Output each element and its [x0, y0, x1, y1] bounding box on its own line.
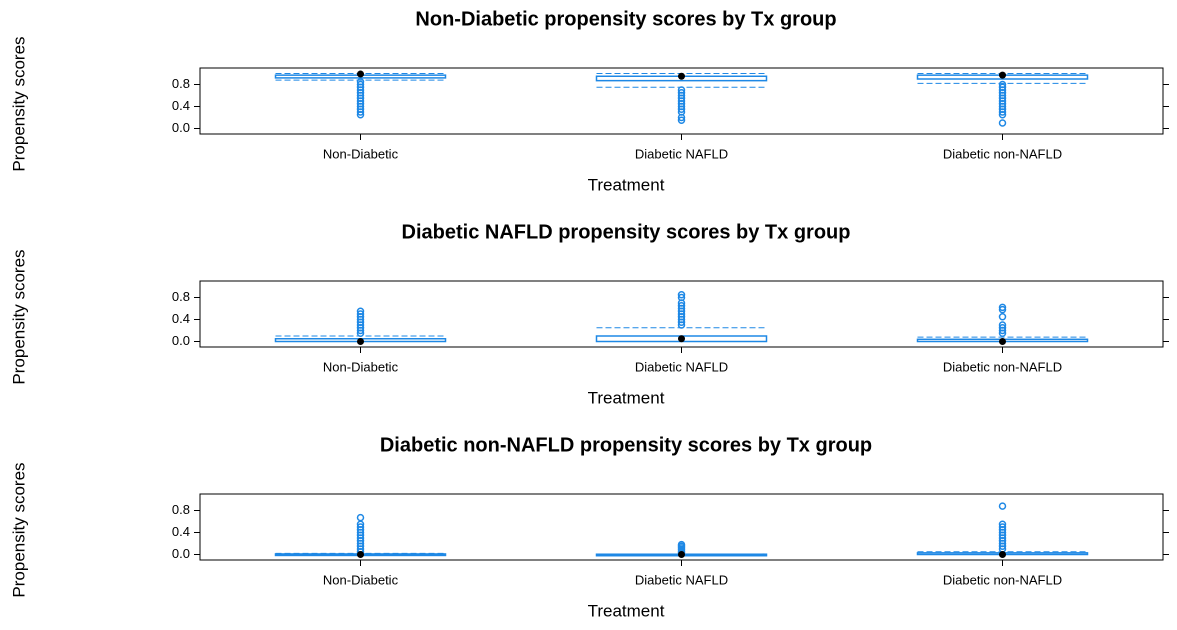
chart-title: Diabetic NAFLD propensity scores by Tx g… [402, 221, 851, 243]
y-axis-title: Propensity scores [9, 36, 28, 171]
outlier [356, 307, 365, 315]
x-tick-label: Non-Diabetic [323, 146, 399, 161]
x-axis-title: Treatment [588, 388, 665, 407]
outlier [998, 321, 1007, 329]
outlier [356, 78, 365, 86]
chart-title: Non-Diabetic propensity scores by Tx gro… [415, 8, 836, 30]
y-axis-title: Propensity scores [9, 462, 28, 597]
outlier [677, 540, 686, 549]
x-tick-label: Diabetic NAFLD [635, 572, 728, 587]
outlier [998, 520, 1007, 528]
x-tick-label: Diabetic NAFLD [635, 359, 728, 374]
outlier [356, 513, 365, 522]
y-tick-label: 0.0 [172, 546, 190, 561]
outlier [998, 303, 1007, 312]
y-tick-label: 0.0 [172, 120, 190, 135]
x-tick-label: Diabetic non-NAFLD [943, 572, 1062, 587]
x-tick-label: Diabetic non-NAFLD [943, 359, 1062, 374]
x-axis-title: Treatment [588, 601, 665, 620]
y-axis-title: Propensity scores [9, 249, 28, 384]
panel: Diabetic NAFLD propensity scores by Tx g… [9, 221, 1169, 407]
outlier [356, 310, 365, 318]
outlier [998, 324, 1007, 332]
x-axis-title: Treatment [588, 175, 665, 194]
median [999, 338, 1006, 345]
median [678, 335, 685, 343]
outlier [677, 86, 686, 94]
median [357, 338, 364, 345]
y-tick-label: 0.4 [172, 311, 190, 326]
y-tick-label: 0.4 [172, 98, 190, 113]
panel: Diabetic non-NAFLD propensity scores by … [9, 434, 1169, 620]
median [357, 551, 364, 558]
y-tick-label: 0.8 [172, 502, 190, 517]
outlier [677, 293, 686, 302]
chart-title: Diabetic non-NAFLD propensity scores by … [380, 434, 872, 456]
median [357, 70, 364, 78]
median [678, 551, 685, 558]
x-tick-label: Non-Diabetic [323, 572, 399, 587]
y-tick-label: 0.0 [172, 333, 190, 348]
outlier [998, 523, 1007, 531]
y-tick-label: 0.8 [172, 76, 190, 91]
x-tick-label: Diabetic NAFLD [635, 146, 728, 161]
median [999, 551, 1006, 558]
median [678, 72, 685, 80]
outlier [998, 502, 1007, 510]
outlier [356, 80, 365, 89]
outlier [677, 116, 686, 124]
outlier [677, 291, 686, 299]
x-tick-label: Diabetic non-NAFLD [943, 146, 1062, 161]
outlier [356, 523, 365, 531]
y-tick-label: 0.8 [172, 289, 190, 304]
x-tick-label: Non-Diabetic [323, 359, 399, 374]
panel: Non-Diabetic propensity scores by Tx gro… [9, 8, 1169, 194]
outlier [677, 89, 686, 97]
outlier [998, 119, 1007, 127]
outlier [998, 313, 1007, 321]
outlier [998, 83, 1007, 91]
outlier [998, 80, 1007, 89]
outlier [677, 302, 686, 310]
y-tick-label: 0.4 [172, 524, 190, 539]
median [999, 71, 1006, 79]
